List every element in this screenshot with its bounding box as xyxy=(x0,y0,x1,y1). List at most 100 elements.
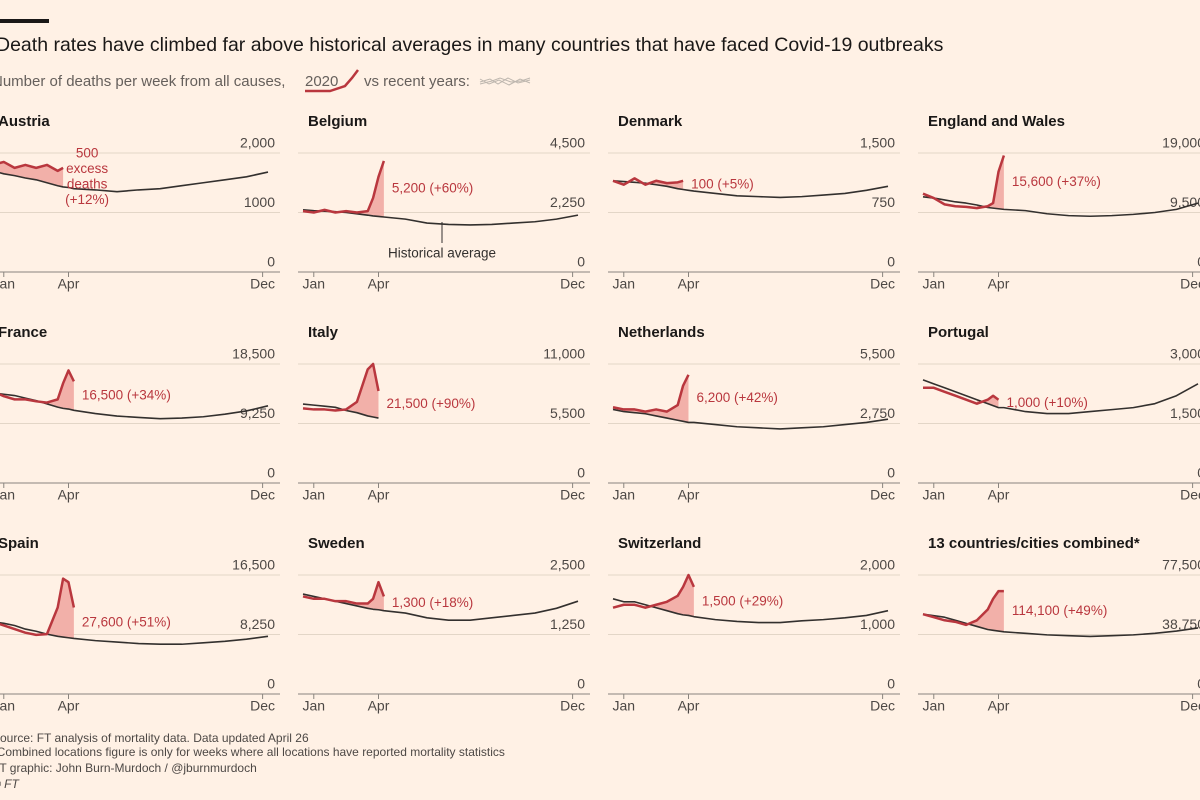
excess-area xyxy=(335,364,379,419)
x-tick-label: Jan xyxy=(922,276,945,292)
x-tick-label: Jan xyxy=(612,698,635,714)
x-tick-label: Jan xyxy=(0,487,15,503)
annotation: 1,300 (+18%) xyxy=(392,595,473,610)
brand-bar xyxy=(0,19,49,23)
x-tick-label: Dec xyxy=(1180,698,1200,714)
y-tick-label: 9,500 xyxy=(1170,194,1200,210)
x-tick-label: Jan xyxy=(922,698,945,714)
x-tick-label: Apr xyxy=(368,487,390,503)
line-2020 xyxy=(302,580,386,605)
line-average xyxy=(0,622,269,646)
y-tick-label: 1000 xyxy=(244,194,275,210)
annotation: 500 xyxy=(76,146,99,161)
annotation: 1,500 (+29%) xyxy=(702,593,783,608)
line-average xyxy=(0,171,269,193)
y-tick-label: 0 xyxy=(267,465,275,481)
y-tick-label: 2,500 xyxy=(550,557,585,573)
x-tick-label: Apr xyxy=(678,276,700,292)
panel-title: Portugal xyxy=(928,324,989,341)
panel-title: Netherlands xyxy=(618,324,705,341)
legend-2020-swatch xyxy=(305,69,359,93)
x-tick-label: Jan xyxy=(302,487,325,503)
y-tick-label: 0 xyxy=(577,254,585,270)
annotation: 15,600 (+37%) xyxy=(1012,174,1101,189)
y-tick-label: 1,500 xyxy=(1170,405,1200,421)
line-2020 xyxy=(0,369,76,404)
x-tick-label: Jan xyxy=(612,487,635,503)
legend-2020: 2020 xyxy=(305,73,338,90)
y-tick-label: 3,000 xyxy=(1170,346,1200,362)
x-tick-label: Apr xyxy=(368,276,390,292)
footer-source: Source: FT analysis of mortality data. D… xyxy=(0,731,309,745)
y-tick-label: 0 xyxy=(1197,465,1200,481)
x-tick-label: Apr xyxy=(678,698,700,714)
y-tick-label: 5,500 xyxy=(860,346,895,362)
x-tick-label: Apr xyxy=(678,487,700,503)
annotation: 1,000 (+10%) xyxy=(1006,395,1087,410)
line-average xyxy=(922,196,1199,218)
line-average xyxy=(922,613,1199,638)
footer-note: *Combined locations figure is only for w… xyxy=(0,745,505,759)
x-tick-label: Jan xyxy=(0,698,15,714)
footer-copyright: © FT xyxy=(0,777,21,791)
line-average xyxy=(612,598,889,624)
line-average xyxy=(0,392,269,420)
excess-area xyxy=(976,395,999,408)
x-tick-label: Apr xyxy=(58,276,80,292)
line-2020 xyxy=(922,589,1004,627)
x-tick-label: Dec xyxy=(250,276,275,292)
y-tick-label: 0 xyxy=(577,465,585,481)
x-tick-label: Dec xyxy=(250,698,275,714)
y-tick-label: 77,500 xyxy=(1162,557,1200,573)
annotation: deaths xyxy=(67,177,108,192)
annotation: 100 (+5%) xyxy=(691,177,754,192)
x-tick-label: Apr xyxy=(988,698,1010,714)
y-tick-label: 11,000 xyxy=(543,346,585,362)
x-tick-label: Dec xyxy=(560,276,585,292)
x-tick-label: Dec xyxy=(870,698,895,714)
y-tick-label: 0 xyxy=(887,254,895,270)
y-tick-label: 0 xyxy=(887,676,895,692)
y-tick-label: 750 xyxy=(872,194,896,210)
annotation: 21,500 (+90%) xyxy=(386,396,475,411)
annotation: 27,600 (+51%) xyxy=(82,615,171,630)
y-tick-label: 0 xyxy=(1197,676,1200,692)
panel-title: Switzerland xyxy=(618,535,701,552)
line-average xyxy=(612,179,889,199)
annotation: 16,500 (+34%) xyxy=(82,387,171,402)
footer-credit: FT graphic: John Burn-Murdoch / @jburnmu… xyxy=(0,761,257,775)
panel-title: 13 countries/cities combined* xyxy=(928,535,1140,552)
line-average xyxy=(612,408,889,430)
line-2020 xyxy=(0,577,76,637)
y-tick-label: 1,250 xyxy=(550,616,585,632)
y-tick-label: 0 xyxy=(887,465,895,481)
x-tick-label: Jan xyxy=(612,276,635,292)
x-tick-label: Apr xyxy=(988,487,1010,503)
y-tick-label: 0 xyxy=(267,254,275,270)
x-tick-label: Dec xyxy=(250,487,275,503)
subtitle: Number of deaths per week from all cause… xyxy=(0,73,285,90)
x-tick-label: Jan xyxy=(922,487,945,503)
x-tick-label: Dec xyxy=(1180,276,1200,292)
line-2020 xyxy=(0,160,64,173)
y-tick-label: 9,250 xyxy=(240,405,275,421)
x-tick-label: Jan xyxy=(302,698,325,714)
y-tick-label: 2,750 xyxy=(860,405,895,421)
line-2020 xyxy=(612,573,696,609)
x-tick-label: Jan xyxy=(302,276,325,292)
line-2020 xyxy=(302,362,380,412)
y-tick-label: 1,000 xyxy=(860,616,895,632)
panel-title: France xyxy=(0,324,47,341)
x-tick-label: Dec xyxy=(870,276,895,292)
line-2020 xyxy=(922,155,1006,210)
x-tick-label: Dec xyxy=(560,487,585,503)
callout-label: Historical average xyxy=(388,246,496,261)
panel-title: Italy xyxy=(308,324,339,341)
legend-recent-swatch xyxy=(479,77,531,86)
panel-title: Belgium xyxy=(308,113,367,130)
annotation: 6,200 (+42%) xyxy=(696,390,777,405)
excess-area xyxy=(976,155,1004,210)
annotation: (+12%) xyxy=(65,192,109,207)
line-2020 xyxy=(923,386,1000,405)
